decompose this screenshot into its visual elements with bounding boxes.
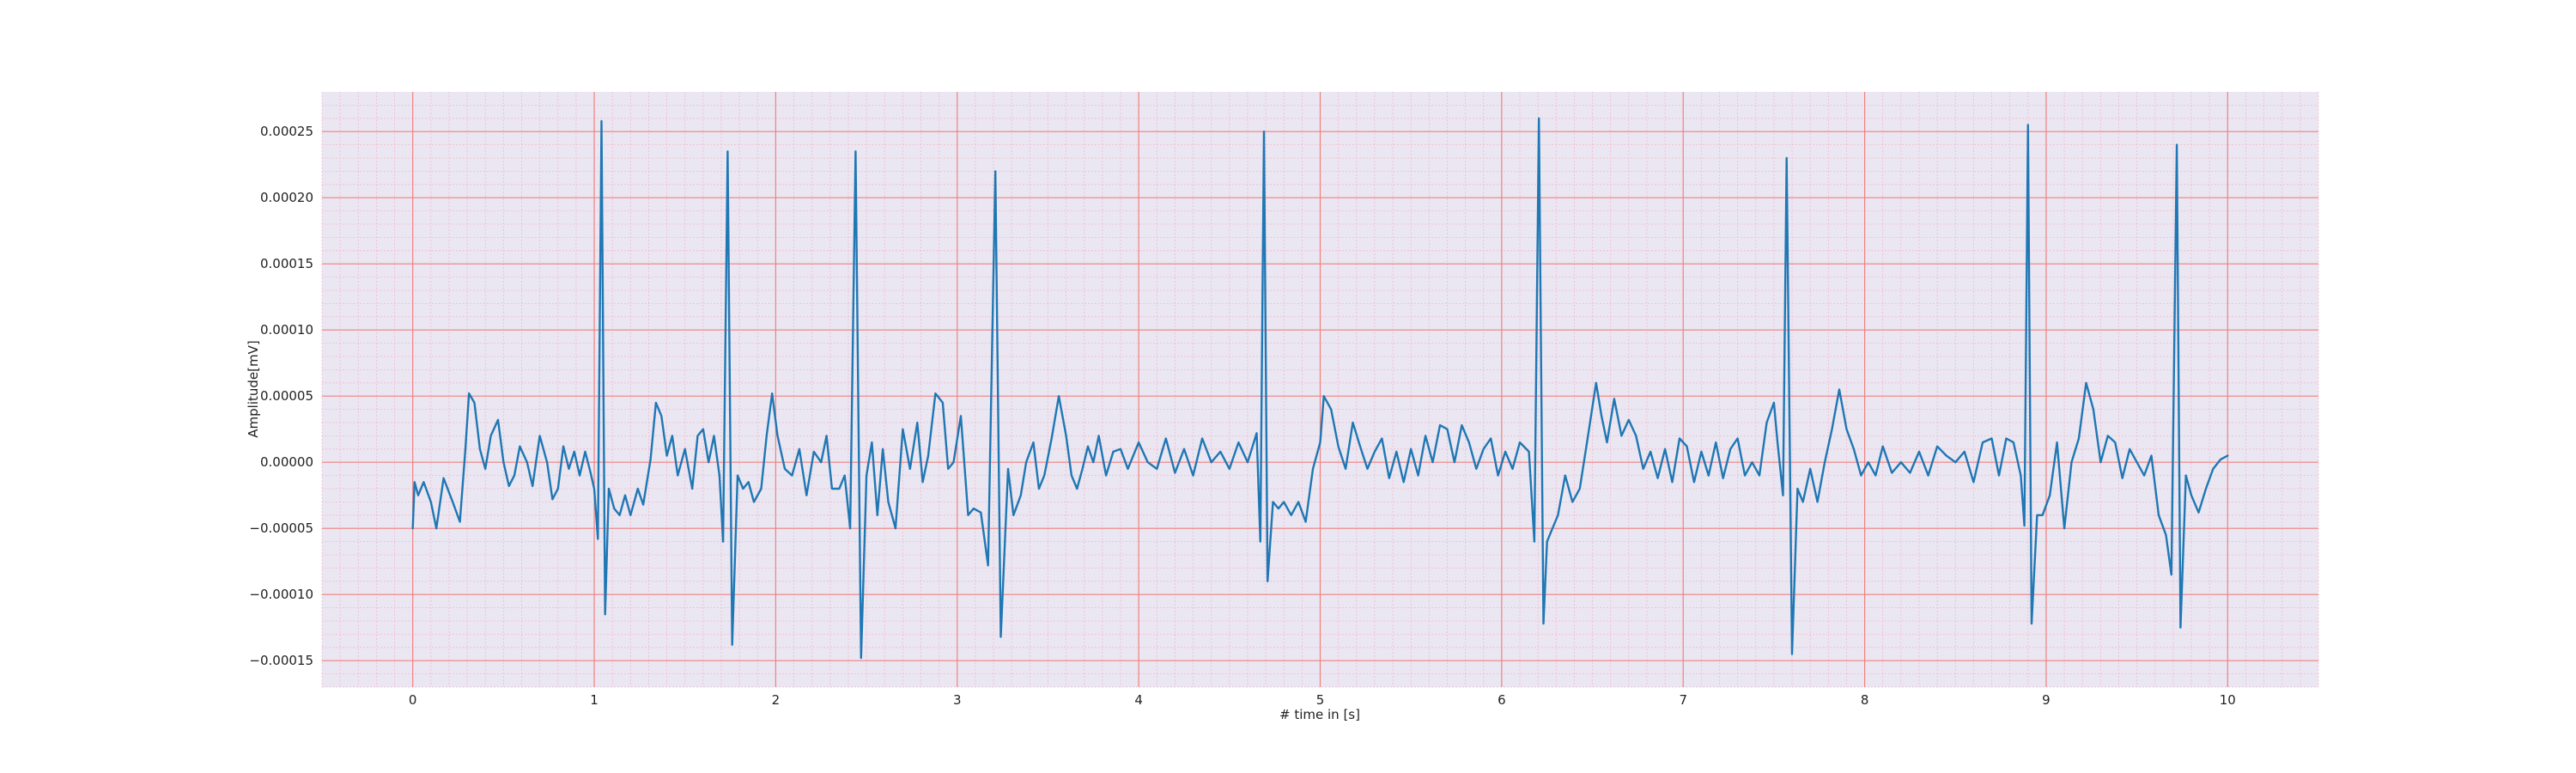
x-tick-label: 10 [2220,692,2236,708]
x-tick-label: 7 [1679,692,1687,708]
y-tick-label: −0.00005 [249,520,313,536]
x-tick-label: 1 [590,692,598,708]
y-axis-label: Amplitude[mV] [246,340,261,437]
x-tick-label: 3 [953,692,962,708]
y-tick-label: −0.00015 [249,653,313,668]
y-tick-label: 0.00010 [260,322,313,338]
x-tick-label: 5 [1316,692,1325,708]
x-tick-labels: 0 1 2 3 4 5 6 7 8 9 10 [409,692,2236,708]
x-tick-label: 0 [409,692,417,708]
y-tick-labels: −0.00015 −0.00010 −0.00005 0.00000 0.00005 0.… [249,124,313,668]
y-tick-label: 0.00005 [260,388,313,404]
x-tick-label: 4 [1134,692,1143,708]
x-tick-label: 6 [1498,692,1506,708]
major-grid [322,92,2318,687]
y-tick-label: 0.00015 [260,256,313,271]
y-tick-label: −0.00010 [249,587,313,602]
series-layer [411,117,2229,660]
y-tick-label: 0.00000 [260,454,313,470]
series-line [411,117,2229,660]
x-tick-label: 2 [772,692,781,708]
x-tick-label: 8 [1861,692,1869,708]
y-tick-label: 0.00020 [260,190,313,205]
minor-grid [321,92,2319,688]
y-tick-label: 0.00025 [260,124,313,139]
x-axis-label: # time in [s] [1279,707,1360,722]
x-tick-label: 9 [2042,692,2050,708]
